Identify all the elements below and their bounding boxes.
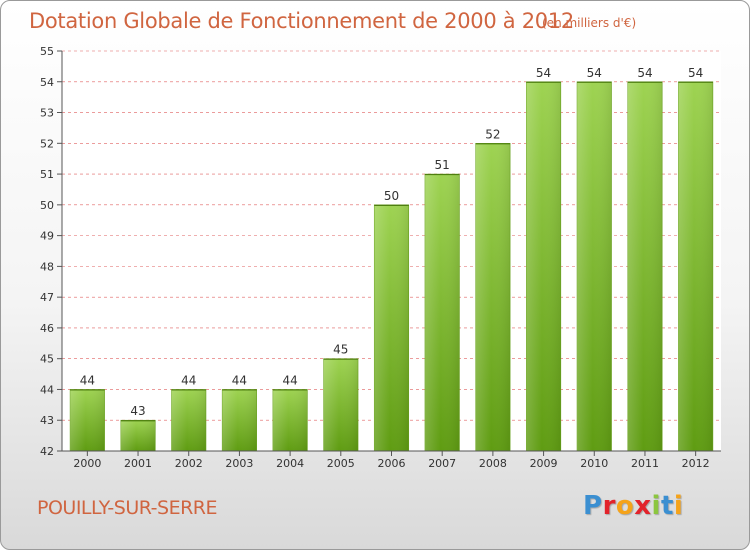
x-tick-label-2001: 2001 [124,457,152,470]
y-tick-label: 50 [40,199,54,212]
x-tick-label-2000: 2000 [73,457,101,470]
x-tick-label-2007: 2007 [428,457,456,470]
y-tick-label: 52 [40,137,54,150]
x-tick-label-2012: 2012 [682,457,710,470]
data-label-2007: 51 [435,158,450,172]
y-tick-label: 44 [40,383,54,396]
data-label-2011: 54 [637,66,652,80]
data-label-2005: 45 [333,343,348,357]
bar-shade-2008 [475,143,511,452]
bar-shade-2010 [577,81,612,452]
data-label-2000: 44 [80,373,95,387]
y-tick-label: 43 [40,414,54,427]
bar-shade-2001 [120,420,156,451]
bars [69,81,714,452]
data-label-2002: 44 [181,373,196,387]
bar-shade-2012 [678,81,713,452]
bar-shade-2006 [374,204,409,451]
data-labels: 44 43 44 44 44 45 50 51 52 54 54 54 54 [80,66,704,418]
bar-shade-2009 [526,81,561,452]
data-label-2006: 50 [384,189,399,203]
data-label-2009: 54 [536,66,551,80]
bar-shade-2005 [323,358,359,451]
proxiti-logo: Proxiti [583,491,684,521]
x-tick-label-2011: 2011 [631,457,659,470]
y-tick-label: 49 [40,230,54,243]
bar-shade-2004 [272,389,308,451]
chart-title: Dotation Globale de Fonctionnement de 20… [29,9,574,33]
x-tick-label-2005: 2005 [327,457,355,470]
y-tick-label: 46 [40,322,54,335]
data-label-2004: 44 [282,373,297,387]
y-tick-label: 48 [40,260,54,273]
x-tick-label-2002: 2002 [175,457,203,470]
data-label-2003: 44 [232,373,247,387]
bar-shade-2011 [627,81,663,452]
data-label-2001: 43 [130,404,145,418]
x-tick-label-2009: 2009 [530,457,558,470]
data-label-2012: 54 [688,66,703,80]
bar-shade-2003 [222,389,257,451]
bar-shade-2007 [424,174,460,452]
bar-shade-2002 [171,389,206,451]
data-label-2008: 52 [485,127,500,141]
x-tick-label-2003: 2003 [225,457,253,470]
x-tick-label-2008: 2008 [479,457,507,470]
x-tick-label-2006: 2006 [378,457,406,470]
chart-unit-note: (en milliers d'€) [542,16,637,30]
bar-shade-2000 [70,389,105,451]
x-tick-label-2004: 2004 [276,457,304,470]
y-tick-label: 42 [40,445,54,458]
y-tick-label: 53 [40,107,54,120]
y-tick-label: 54 [40,76,54,89]
y-tick-label: 55 [40,45,54,58]
y-tick-label: 45 [40,353,54,366]
y-tick-label: 47 [40,291,54,304]
commune-name: POUILLY-SUR-SERRE [37,497,218,519]
data-label-2010: 54 [587,66,602,80]
y-tick-label: 51 [40,168,54,181]
axes: 42 43 44 45 46 47 48 49 50 51 52 53 54 55 2000 2001 2002… [40,45,721,470]
x-tick-label-2010: 2010 [580,457,608,470]
